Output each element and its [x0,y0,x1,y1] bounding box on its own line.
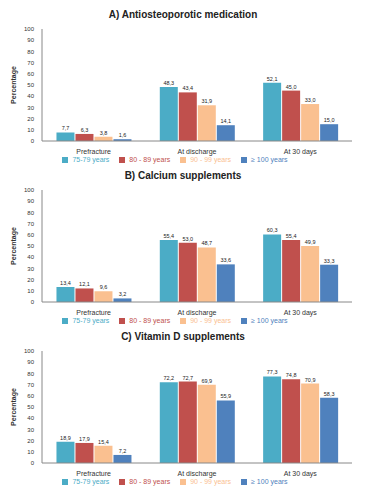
svg-text:70: 70 [27,221,34,227]
svg-text:At discharge: At discharge [178,148,217,156]
svg-text:17,9: 17,9 [79,436,90,442]
svg-text:33,0: 33,0 [305,97,316,103]
svg-text:1,6: 1,6 [119,132,127,138]
svg-text:49,9: 49,9 [305,239,316,245]
svg-text:60,3: 60,3 [267,227,278,233]
svg-text:80: 80 [27,49,34,55]
svg-text:3,8: 3,8 [100,130,108,136]
svg-text:53,0: 53,0 [182,236,193,242]
svg-text:50: 50 [27,404,34,410]
svg-text:0: 0 [31,138,35,144]
html-text:≥ 100 years: ≥ 100 years [251,156,288,163]
svg-text:13,4: 13,4 [60,280,71,286]
html-text:75-79 years: 75-79 years [72,478,110,485]
svg-text:100: 100 [24,187,35,193]
svg-text:55,9: 55,9 [220,393,231,399]
svg-text:80: 80 [27,210,34,216]
svg-text:Prefracture: Prefracture [76,148,111,155]
svg-text:33,3: 33,3 [324,258,335,264]
html-text:80 - 89 years: 80 - 89 years [129,156,171,163]
svg-text:15,4: 15,4 [98,439,109,445]
svg-text:50: 50 [27,243,34,249]
html-text:90 - 99 years: 90 - 99 years [190,156,232,163]
svg-text:Prefracture: Prefracture [76,309,111,316]
svg-text:Percentage: Percentage [10,388,18,426]
svg-text:74,8: 74,8 [286,372,297,378]
html-text:90 - 99 years: 90 - 99 years [190,317,232,324]
svg-text:Percentage: Percentage [10,66,18,104]
html-text:80 - 89 years: 80 - 89 years [129,478,171,485]
svg-text:69,9: 69,9 [201,378,212,384]
svg-text:15,0: 15,0 [324,117,335,123]
svg-text:20: 20 [27,438,34,444]
svg-text:90: 90 [27,37,34,43]
svg-text:70: 70 [27,60,34,66]
html-text:B) Calcium supplements: B) Calcium supplements [124,170,242,181]
svg-text:52,1: 52,1 [267,76,278,82]
svg-text:6,3: 6,3 [81,127,89,133]
svg-text:72,2: 72,2 [163,375,174,381]
svg-text:48,7: 48,7 [201,240,212,246]
svg-text:30: 30 [27,427,34,433]
svg-text:7,2: 7,2 [119,448,127,454]
html-text:80 - 89 years: 80 - 89 years [129,317,171,324]
svg-text:60: 60 [27,71,34,77]
svg-text:3,2: 3,2 [119,291,127,297]
svg-text:40: 40 [27,254,34,260]
svg-text:At 30 days: At 30 days [284,148,318,156]
svg-text:80: 80 [27,371,34,377]
html-text:75-79 years: 75-79 years [72,156,110,163]
svg-text:90: 90 [27,359,34,365]
svg-text:100: 100 [24,26,35,32]
html-text:≥ 100 years: ≥ 100 years [251,478,288,485]
svg-text:Prefracture: Prefracture [76,470,111,477]
svg-text:30: 30 [27,266,34,272]
svg-text:12,1: 12,1 [79,281,90,287]
html-text:75-79 years: 75-79 years [72,317,110,324]
svg-text:10: 10 [27,127,34,133]
html-text:≥ 100 years: ≥ 100 years [251,317,288,324]
svg-text:50: 50 [27,82,34,88]
svg-text:58,3: 58,3 [324,391,335,397]
svg-text:90: 90 [27,198,34,204]
svg-text:55,4: 55,4 [163,233,174,239]
svg-text:100: 100 [24,348,35,354]
svg-text:20: 20 [27,116,34,122]
svg-text:14,1: 14,1 [220,118,231,124]
svg-text:10: 10 [27,449,34,455]
svg-text:9,6: 9,6 [100,284,108,290]
svg-text:0: 0 [31,460,35,466]
svg-text:43,4: 43,4 [182,85,193,91]
svg-text:55,4: 55,4 [286,233,297,239]
svg-text:30: 30 [27,105,34,111]
html-text:A) Antiosteoporotic medication: A) Antiosteoporotic medication [108,9,258,20]
html-text:90 - 99 years: 90 - 99 years [190,478,232,485]
svg-text:33,6: 33,6 [220,257,231,263]
svg-text:0: 0 [31,299,35,305]
svg-text:7,7: 7,7 [62,125,70,131]
svg-text:10: 10 [27,288,34,294]
svg-text:70: 70 [27,382,34,388]
svg-text:31,9: 31,9 [201,98,212,104]
svg-text:40: 40 [27,93,34,99]
svg-text:60: 60 [27,232,34,238]
svg-text:At discharge: At discharge [178,470,217,478]
svg-text:Percentage: Percentage [10,227,18,265]
svg-text:18,9: 18,9 [60,435,71,441]
svg-text:At discharge: At discharge [178,309,217,317]
svg-text:At 30 days: At 30 days [284,309,318,317]
svg-text:40: 40 [27,415,34,421]
svg-text:20: 20 [27,277,34,283]
svg-text:At 30 days: At 30 days [284,470,318,478]
svg-text:72,7: 72,7 [182,375,193,381]
svg-text:60: 60 [27,393,34,399]
svg-text:77,3: 77,3 [267,369,278,375]
svg-text:70,9: 70,9 [305,377,316,383]
svg-text:45,0: 45,0 [286,84,297,90]
html-text:C) Vitamin D supplements: C) Vitamin D supplements [121,331,245,342]
svg-text:48,3: 48,3 [163,80,174,86]
